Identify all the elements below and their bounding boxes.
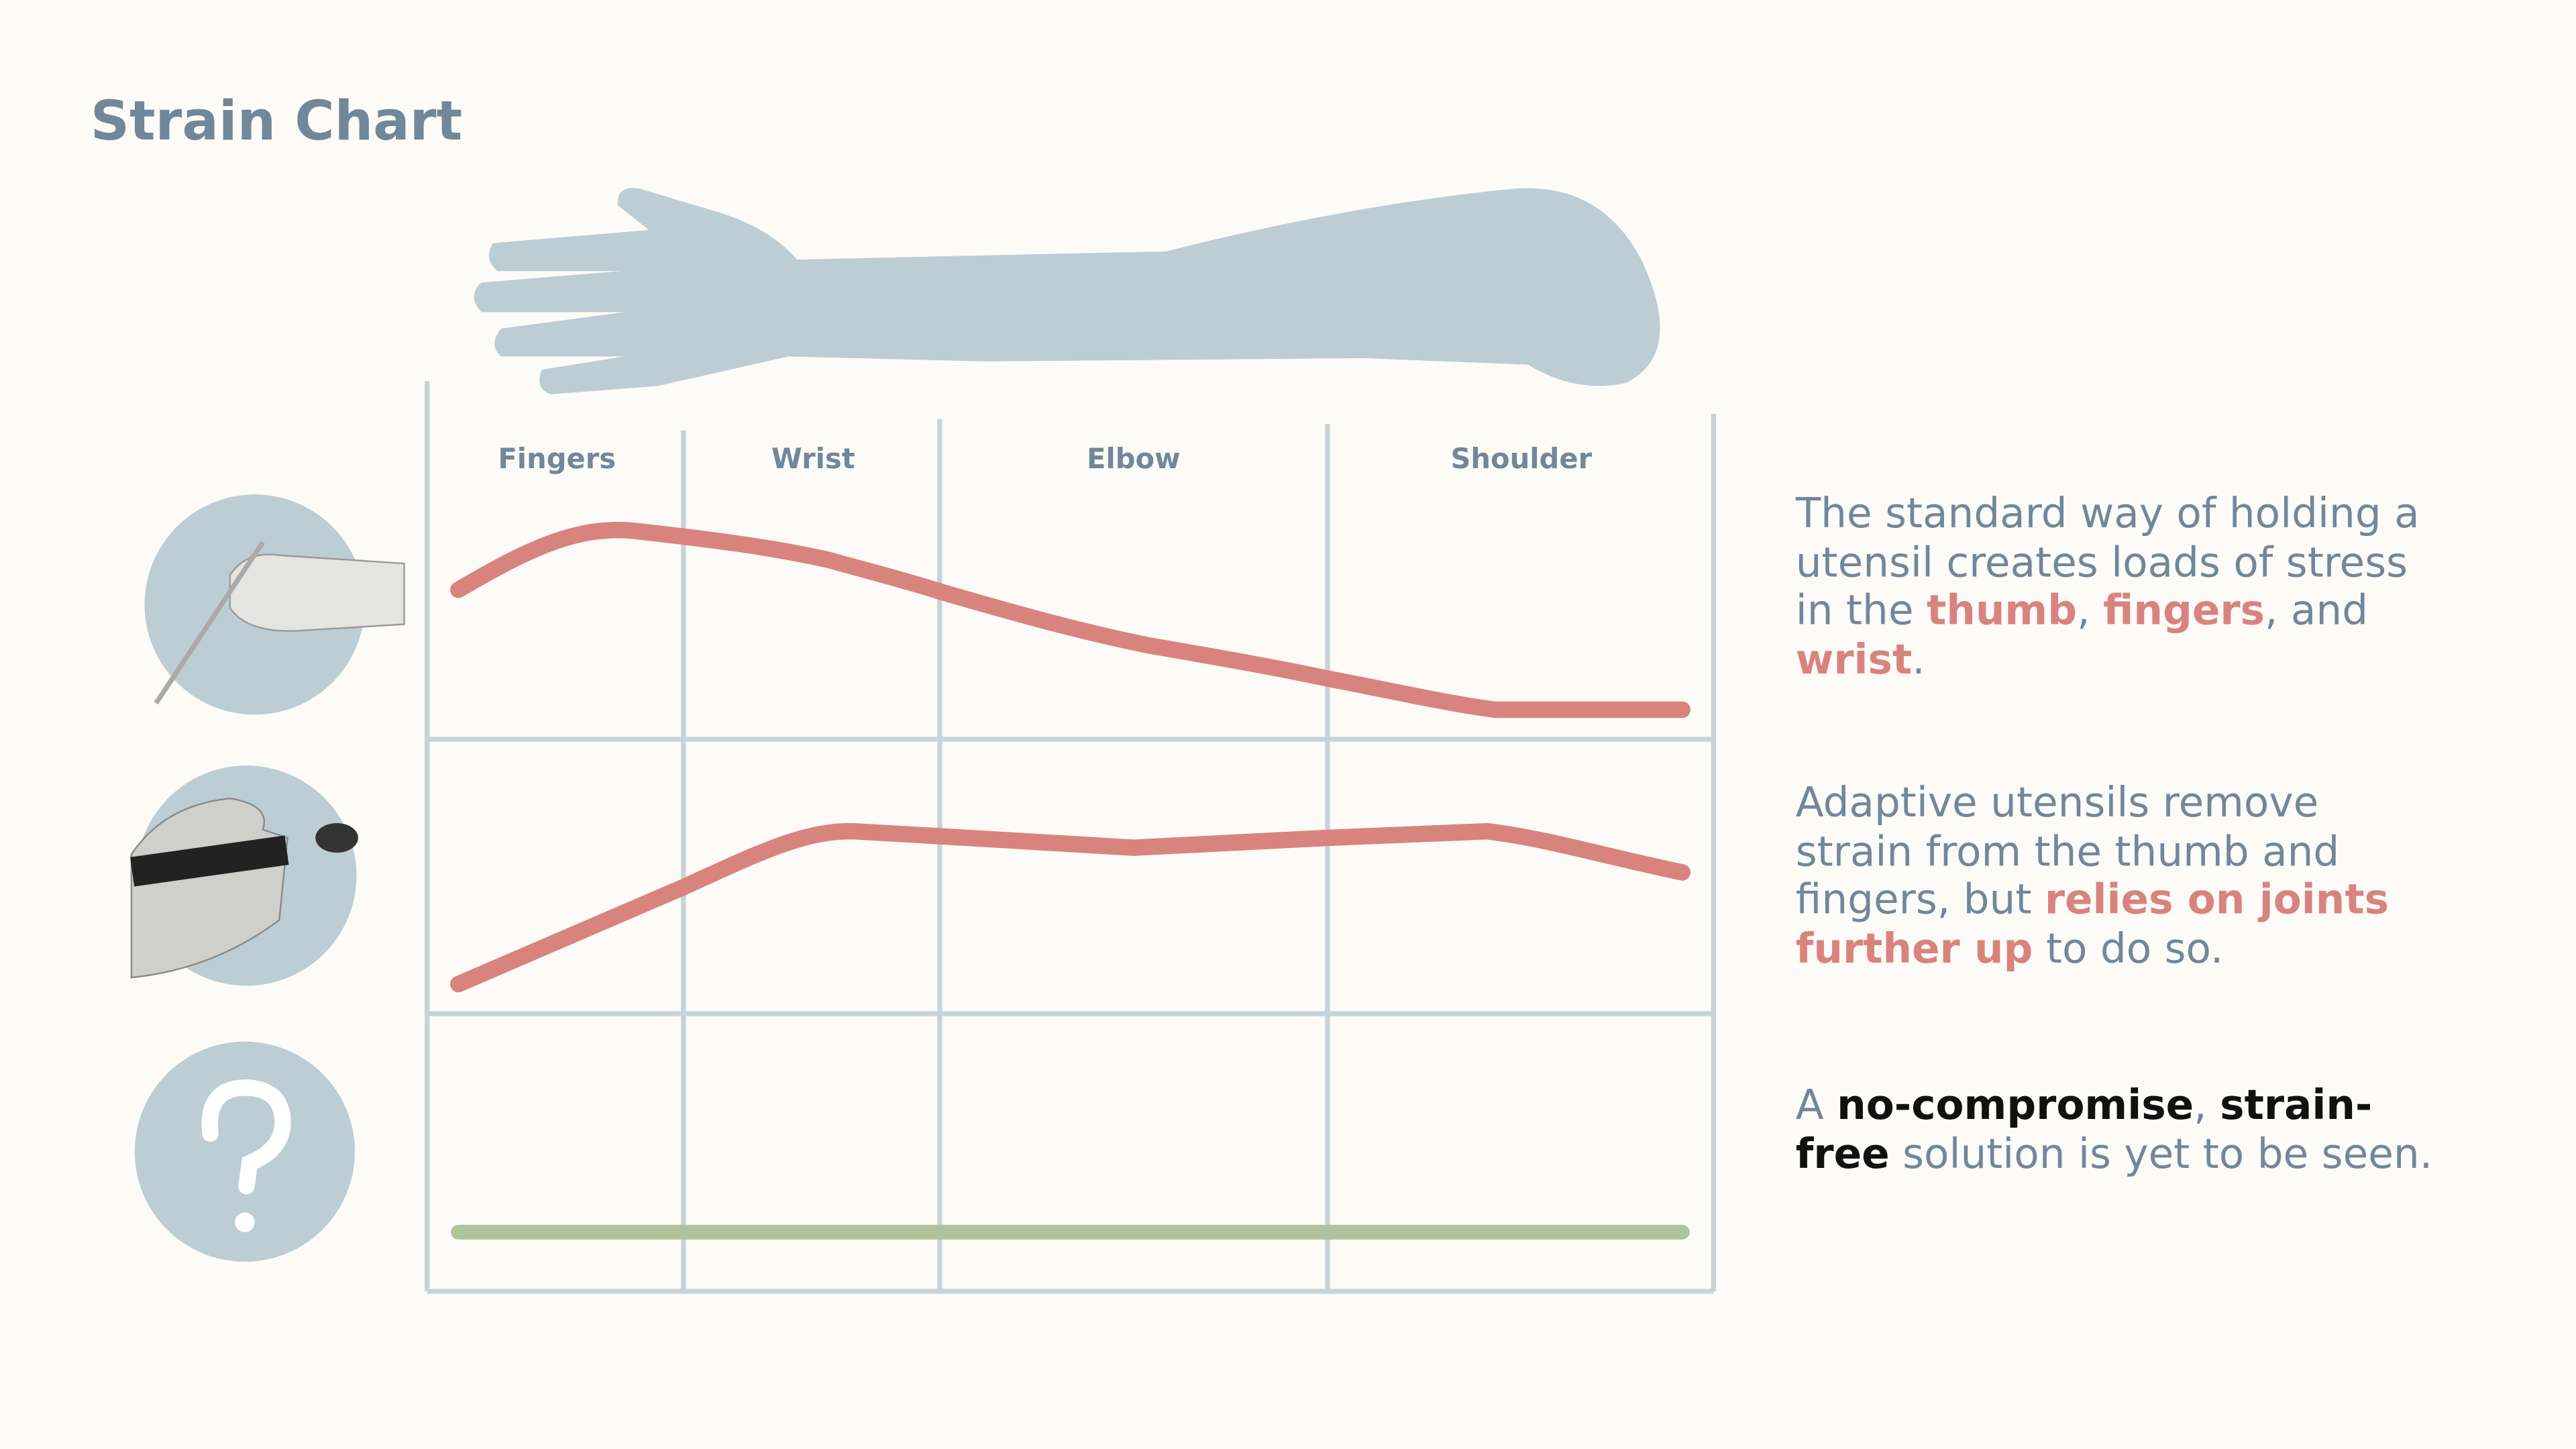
grid bbox=[425, 381, 1716, 1294]
note-segment: thumb bbox=[1926, 586, 2078, 635]
arm-silhouette bbox=[474, 188, 1660, 394]
title: Strain Chart bbox=[90, 89, 463, 153]
strap-icon bbox=[129, 835, 289, 887]
note-segment: The standard way of holding a utensil cr… bbox=[1795, 489, 2420, 635]
strain-curve-adaptive bbox=[450, 822, 1691, 993]
column-label: Fingers bbox=[498, 442, 616, 475]
note-segment: strain-free bbox=[1795, 1081, 2373, 1177]
note-segment: A bbox=[1795, 1081, 1837, 1129]
note-segment: solution is yet to be seen. bbox=[1889, 1129, 2433, 1177]
note-segment: . bbox=[1912, 635, 1925, 683]
note-segment: relies on joints further up bbox=[1795, 875, 2390, 972]
column-labels: Fingers Wrist Elbow Shoulder bbox=[498, 442, 1592, 475]
note: Adaptive utensils remove strain from the… bbox=[1796, 779, 2436, 973]
fork-icon bbox=[154, 541, 265, 705]
spoon-icon bbox=[315, 822, 358, 853]
note: A no-compromise, strain-free solution is… bbox=[1796, 1081, 2436, 1177]
note-segment: , bbox=[2194, 1081, 2220, 1129]
note: The standard way of holding a utensil cr… bbox=[1796, 490, 2436, 684]
column-label: Wrist bbox=[771, 442, 855, 475]
note-segment: , and bbox=[2264, 586, 2369, 635]
column-label: Shoulder bbox=[1450, 442, 1592, 475]
note-segment: to do so. bbox=[2033, 924, 2224, 972]
question-icon bbox=[201, 1079, 291, 1195]
note-segment: Adaptive utensils remove strain from the… bbox=[1795, 778, 2340, 924]
hand-fork-icon bbox=[229, 553, 405, 632]
note-segment: wrist bbox=[1795, 635, 1913, 683]
note-segment: fingers bbox=[2103, 586, 2265, 635]
note-segment: , bbox=[2077, 586, 2104, 635]
note-segment: no-compromise bbox=[1837, 1081, 2194, 1129]
icon-circle bbox=[134, 1041, 355, 1262]
column-label: Elbow bbox=[1087, 442, 1181, 475]
strain-curve-standard bbox=[450, 521, 1691, 718]
question-dot bbox=[235, 1212, 255, 1232]
